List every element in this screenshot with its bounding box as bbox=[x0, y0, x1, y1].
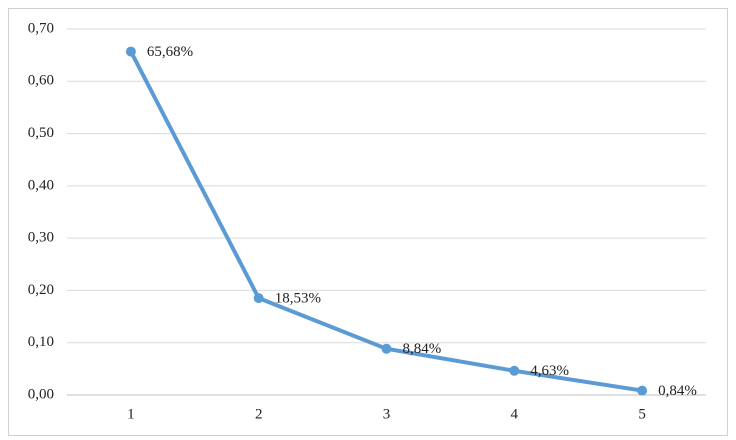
x-tick-label: 5 bbox=[638, 406, 646, 422]
data-label: 4,63% bbox=[530, 363, 569, 379]
y-tick-label: 0,70 bbox=[28, 20, 54, 36]
x-tick-label: 2 bbox=[255, 406, 263, 422]
marker bbox=[381, 343, 392, 354]
data-label: 65,68% bbox=[147, 44, 193, 60]
y-tick-label: 0,00 bbox=[28, 386, 54, 402]
data-label: 18,53% bbox=[275, 291, 321, 307]
data-label: 0,84% bbox=[658, 383, 697, 399]
x-tick-label: 4 bbox=[511, 406, 519, 422]
x-tick-label: 1 bbox=[127, 406, 135, 422]
marker bbox=[637, 385, 648, 396]
y-tick-label: 0,20 bbox=[28, 282, 54, 298]
y-tick-label: 0,30 bbox=[28, 230, 54, 246]
marker bbox=[253, 293, 264, 304]
chart-border bbox=[8, 8, 728, 436]
marker bbox=[509, 365, 520, 376]
marker bbox=[125, 46, 136, 57]
y-tick-label: 0,60 bbox=[28, 73, 54, 89]
y-tick-label: 0,50 bbox=[28, 125, 54, 141]
data-label: 8,84% bbox=[403, 341, 442, 357]
y-tick-label: 0,40 bbox=[28, 177, 54, 193]
y-tick-label: 0,10 bbox=[28, 334, 54, 350]
x-tick-label: 3 bbox=[383, 406, 391, 422]
